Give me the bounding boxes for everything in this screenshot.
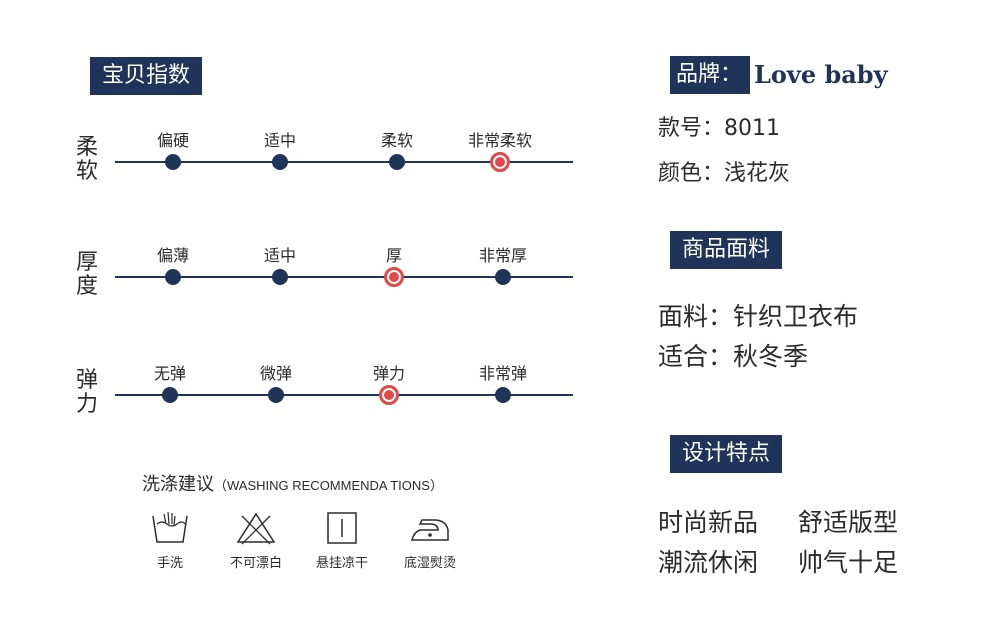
no-bleach-icon bbox=[236, 512, 276, 545]
washing-title-main: 洗涤建议 bbox=[142, 474, 214, 495]
washing-label: 手洗 bbox=[156, 556, 183, 571]
washing-label: 悬挂凉干 bbox=[315, 556, 368, 571]
washing-title: 洗涤建议（WASHING RECOMMENDA TIONS） bbox=[142, 470, 443, 496]
washing-label: 底湿熨烫 bbox=[403, 556, 456, 571]
washing-label: 不可漂白 bbox=[229, 556, 282, 571]
option-label: 适中 bbox=[263, 246, 296, 265]
color-text: 颜色：浅花灰 bbox=[658, 161, 791, 186]
option-label: 非常弹 bbox=[478, 364, 527, 383]
option-label: 微弹 bbox=[259, 364, 292, 383]
washing-subtitle: （WASHING RECOMMENDA TIONS） bbox=[214, 478, 443, 493]
hang-dry-icon bbox=[327, 512, 357, 544]
option-label: 偏硬 bbox=[156, 131, 189, 150]
option-label: 适中 bbox=[263, 131, 296, 150]
fabric-text: 面料：针织卫衣布 bbox=[658, 302, 859, 331]
option-label: 厚 bbox=[385, 246, 402, 265]
scale-dot bbox=[272, 154, 288, 170]
iron-low-icon bbox=[411, 519, 449, 541]
hand-wash-icon bbox=[152, 511, 188, 543]
option-label: 弹力 bbox=[372, 364, 405, 383]
scale-dot bbox=[495, 269, 511, 285]
scale-line-elasticity bbox=[115, 394, 573, 396]
option-label: 非常厚 bbox=[478, 246, 527, 265]
model-number: 款号：8011 bbox=[658, 116, 780, 141]
index-section-title: 宝贝指数 bbox=[90, 57, 203, 95]
scale-dot bbox=[165, 154, 181, 170]
option-label: 非常柔软 bbox=[467, 131, 532, 150]
scale-dot bbox=[268, 387, 284, 403]
selected-dot bbox=[379, 385, 399, 405]
design-feature-1: 时尚新品 bbox=[658, 508, 759, 537]
row-label-softness: 柔软 bbox=[75, 135, 98, 184]
design-feature-3: 潮流休闲 bbox=[658, 548, 759, 577]
brand-name: Love baby bbox=[754, 60, 888, 89]
row-label-elasticity: 弹力 bbox=[75, 368, 98, 417]
option-label: 柔软 bbox=[380, 131, 413, 150]
season-text: 适合：秋冬季 bbox=[658, 342, 809, 371]
design-feature-2: 舒适版型 bbox=[798, 508, 899, 537]
selected-dot bbox=[490, 152, 510, 172]
scale-dot bbox=[165, 269, 181, 285]
fabric-section-title: 商品面料 bbox=[670, 231, 783, 269]
brand-line: 品牌： Love baby bbox=[670, 56, 888, 94]
brand-tag: 品牌： bbox=[670, 56, 751, 94]
scale-dot bbox=[272, 269, 288, 285]
option-label: 偏薄 bbox=[156, 246, 189, 265]
scale-line-thickness bbox=[115, 276, 573, 278]
scale-dot bbox=[495, 387, 511, 403]
option-label: 无弹 bbox=[153, 364, 186, 383]
scale-dot bbox=[389, 154, 405, 170]
scale-line-softness bbox=[115, 161, 573, 163]
selected-dot bbox=[384, 267, 404, 287]
row-label-thickness: 厚度 bbox=[75, 250, 98, 299]
design-section-title: 设计特点 bbox=[670, 435, 783, 473]
scale-dot bbox=[162, 387, 178, 403]
design-feature-4: 帅气十足 bbox=[798, 548, 899, 577]
